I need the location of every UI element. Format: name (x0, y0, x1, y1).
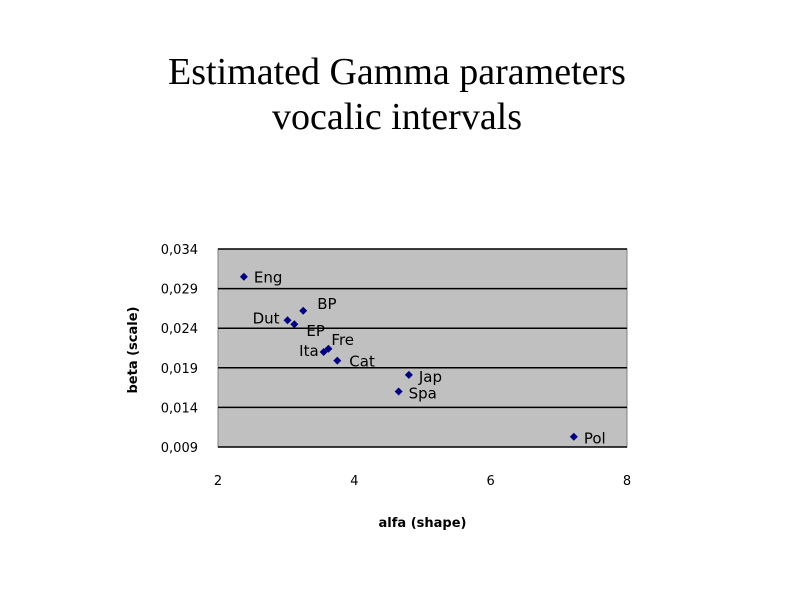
point-label-cat: Cat (349, 353, 375, 371)
slide-title: Estimated Gamma parameters vocalic inter… (0, 50, 794, 140)
y-tick-label: 0,009 (161, 441, 198, 456)
y-axis-title: beta (scale) (126, 306, 141, 393)
y-tick-label: 0,034 (161, 243, 198, 258)
point-label-ita: Ita (299, 342, 319, 360)
point-label-bp: BP (317, 295, 336, 313)
point-label-pol: Pol (584, 430, 606, 448)
plot-area (217, 248, 628, 448)
y-tick-label: 0,029 (161, 283, 198, 298)
data-point-bp (299, 306, 308, 315)
x-tick-label: 6 (487, 474, 495, 489)
y-tick-label: 0,019 (161, 362, 198, 377)
grid-lines (218, 248, 627, 448)
x-axis-title: alfa (shape) (379, 516, 467, 531)
x-tick-label: 4 (350, 474, 358, 489)
point-label-eng: Eng (254, 269, 283, 287)
data-point-jap (404, 370, 413, 379)
data-point-dut (283, 316, 292, 325)
slide-title-line-1: Estimated Gamma parameters (168, 51, 626, 93)
x-tick-label: 2 (214, 474, 222, 489)
data-point-ita (319, 347, 328, 356)
y-axis-ticks: 0,009 0,014 0,019 0,024 0,029 0,034 (161, 243, 198, 456)
point-label-spa: Spa (409, 385, 437, 403)
point-label-fre: Fre (331, 331, 354, 349)
x-axis-ticks: 2 4 6 8 (214, 474, 631, 489)
point-label-dut: Dut (253, 309, 280, 327)
x-tick-label: 8 (623, 474, 631, 489)
point-label-ep: EP (306, 322, 325, 340)
data-point-ep (290, 320, 299, 329)
data-point-cat (333, 356, 342, 365)
point-label-jap: Jap (418, 368, 442, 386)
data-point-spa (394, 387, 403, 396)
data-point-eng (239, 272, 248, 281)
y-tick-label: 0,024 (161, 322, 198, 337)
slide-title-line-2: vocalic intervals (271, 96, 523, 138)
data-point-pol (569, 432, 578, 441)
y-tick-label: 0,014 (161, 401, 198, 416)
